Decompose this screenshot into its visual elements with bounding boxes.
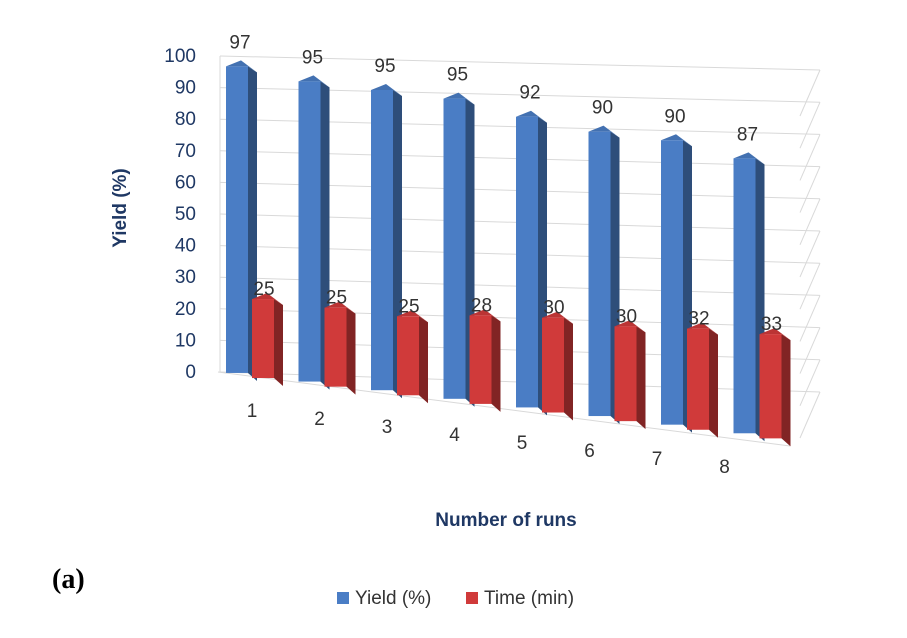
time-data-label: 32 (688, 309, 709, 330)
x-tick-label: 4 (449, 425, 460, 446)
time-data-label: 30 (616, 306, 637, 327)
time-bar (252, 293, 283, 387)
time-data-label: 33 (761, 314, 782, 335)
x-tick-label: 3 (382, 417, 393, 438)
y-tick-label: 100 (164, 46, 196, 67)
yield-data-label: 95 (302, 47, 323, 68)
time-data-label: 25 (398, 296, 419, 317)
x-axis-title: Number of runs (435, 510, 576, 531)
y-tick-label: 30 (175, 267, 196, 288)
y-tick-label: 60 (175, 172, 196, 193)
time-data-label: 25 (326, 288, 347, 309)
yield-data-label: 95 (447, 65, 468, 86)
x-axis-ticks: 1 2 3 4 5 6 7 8 (247, 401, 730, 478)
time-bar (542, 311, 573, 421)
legend-label-yield: Yield (%) (355, 588, 431, 609)
yield-data-label: 90 (664, 106, 685, 127)
yield-data-label: 90 (592, 98, 613, 119)
y-tick-label: 90 (175, 78, 196, 99)
y-tick-label: 40 (175, 236, 196, 257)
y-tick-label: 70 (175, 141, 196, 162)
time-data-label: 28 (471, 295, 492, 316)
panel-label: (a) (52, 564, 85, 595)
y-axis-ticks: 0 10 20 30 40 50 60 70 80 90 100 (164, 46, 196, 383)
yield-data-label: 95 (374, 56, 395, 77)
yield-bar (588, 125, 620, 425)
yield-data-label: 97 (229, 32, 250, 53)
legend-swatch-yield (337, 592, 349, 604)
y-tick-label: 10 (175, 330, 196, 351)
y-tick-label: 20 (175, 299, 196, 320)
yield-data-label: 92 (519, 83, 540, 104)
time-bar (759, 328, 791, 447)
y-tick-label: 0 (185, 362, 196, 383)
legend-swatch-time (466, 592, 478, 604)
yield-data-label: 87 (737, 124, 758, 145)
legend-label-time: Time (min) (484, 588, 574, 609)
x-tick-label: 2 (314, 409, 325, 430)
y-tick-label: 80 (175, 109, 196, 130)
x-tick-label: 6 (584, 441, 595, 462)
x-tick-label: 5 (517, 433, 528, 454)
time-bar (614, 320, 646, 430)
time-bar (324, 301, 356, 395)
x-tick-label: 8 (719, 457, 730, 478)
bars (226, 60, 791, 447)
yield-bar (516, 110, 547, 416)
yield-bar (226, 60, 257, 381)
time-data-label: 25 (253, 279, 274, 300)
time-bar (397, 310, 428, 404)
y-axis-title: Yield (%) (110, 168, 131, 248)
y-tick-label: 50 (175, 204, 196, 225)
time-bar (687, 322, 718, 438)
x-tick-label: 1 (247, 401, 258, 422)
x-tick-label: 7 (652, 449, 663, 470)
legend: Yield (%) Time (min) (337, 588, 574, 609)
data-labels: 97 25 95 25 95 25 95 28 92 30 90 30 90 32 87 33 (229, 32, 782, 335)
time-bar (469, 309, 501, 412)
time-data-label: 30 (543, 298, 564, 319)
